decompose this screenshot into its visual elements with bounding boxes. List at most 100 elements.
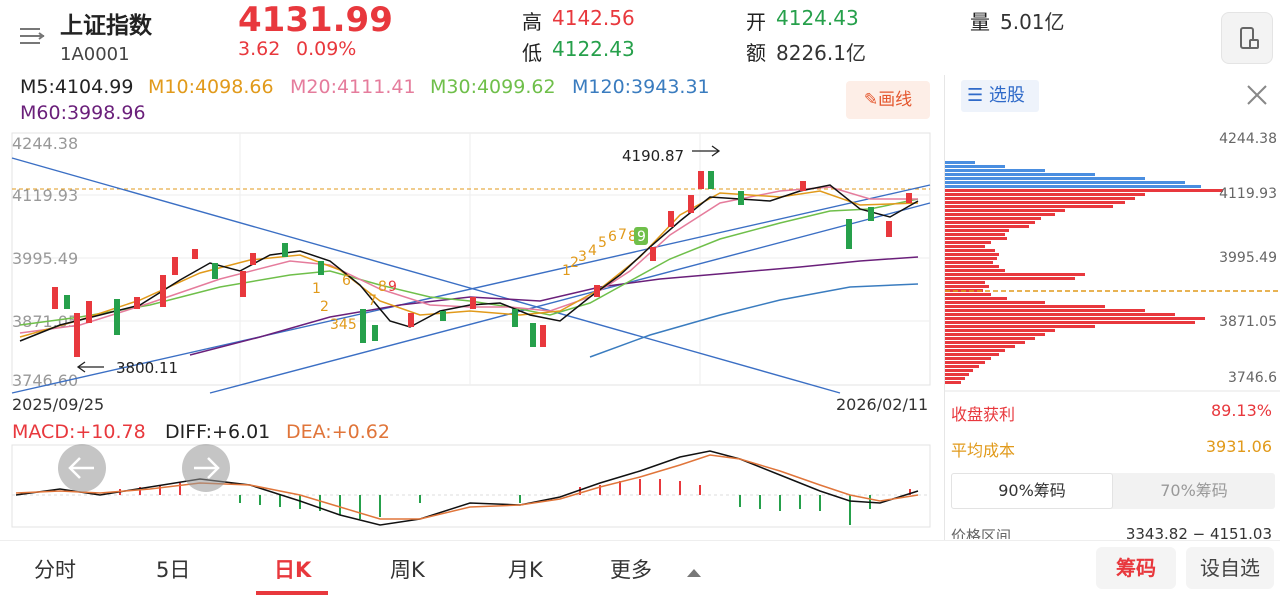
profit-value: 89.13% bbox=[1210, 401, 1272, 420]
x-axis-end: 2026/02/11 bbox=[836, 395, 928, 414]
tab-daily-k[interactable]: 日K bbox=[274, 558, 312, 582]
active-tab-indicator bbox=[256, 591, 328, 595]
td-number: 4 bbox=[588, 243, 597, 259]
tab-90-chips[interactable]: 90%筹码 bbox=[951, 473, 1113, 509]
tab-70-chips[interactable]: 70%筹码 bbox=[1160, 481, 1228, 500]
candle-down bbox=[708, 171, 714, 189]
price-range-value: 3343.82 − 4151.03 bbox=[1125, 525, 1272, 539]
price-range-label: 价格区间 bbox=[951, 527, 1012, 539]
candle-up bbox=[250, 253, 256, 265]
index-name: 上证指数 bbox=[60, 13, 152, 39]
kline-chart-area[interactable]: M5:4104.99 M10:4098.66 M20:4111.41 M30:4… bbox=[0, 75, 944, 540]
pencil-icon: ✎ bbox=[863, 90, 879, 110]
index-code: 1A0001 bbox=[60, 44, 130, 65]
candle-down bbox=[114, 299, 120, 335]
diff-legend: DIFF:+6.01 bbox=[165, 421, 271, 443]
candle-down bbox=[360, 309, 366, 343]
select-stock-button[interactable]: ☰ 选股 bbox=[961, 80, 1039, 112]
scroll-left-button[interactable] bbox=[58, 444, 106, 492]
macd-histogram bbox=[119, 479, 911, 525]
high-label: 高 bbox=[522, 10, 542, 34]
td-number: 6 bbox=[342, 273, 351, 289]
high-mark-label: 4190.87 bbox=[622, 147, 684, 165]
candle-down bbox=[738, 191, 744, 205]
draw-line-button[interactable]: ✎画线 bbox=[846, 81, 930, 119]
chip-histogram: 4244.38 4119.93 3995.49 3871.05 3746.6 bbox=[945, 131, 1280, 392]
kline-svg[interactable]: 4244.38 4119.93 3995.49 3871.05 3746.60 bbox=[0, 75, 944, 540]
ma60-line bbox=[189, 256, 919, 356]
amount-label: 额 bbox=[746, 41, 766, 65]
scroll-right-button[interactable] bbox=[182, 444, 230, 492]
candlesticks[interactable] bbox=[52, 171, 912, 357]
td-number: 1 bbox=[562, 263, 571, 279]
candle-up bbox=[172, 257, 178, 275]
add-watchlist-button[interactable]: 设自选 bbox=[1186, 547, 1274, 589]
td-number: 8 bbox=[628, 229, 637, 245]
price-change: 3.62 bbox=[238, 38, 281, 60]
td-number: 8 bbox=[378, 279, 387, 295]
candle-up bbox=[668, 211, 674, 227]
tab-weekly-k[interactable]: 周K bbox=[390, 558, 425, 582]
y-axis-label: 4244.38 bbox=[12, 134, 78, 153]
ma5-line bbox=[19, 184, 919, 342]
candle-down bbox=[64, 295, 70, 309]
candle-up bbox=[134, 297, 140, 309]
td-nine-badge bbox=[634, 227, 648, 245]
chip-price-label: 4119.93 bbox=[1219, 186, 1277, 202]
chip-price-label: 3746.6 bbox=[1228, 370, 1277, 386]
chips-button[interactable]: 筹码 bbox=[1096, 547, 1176, 589]
candle-up bbox=[240, 271, 246, 297]
chip-bars-blue bbox=[945, 161, 1201, 188]
low-label: 低 bbox=[522, 41, 542, 65]
volume-value: 5.01亿 bbox=[1000, 10, 1065, 34]
draw-line-label: 画线 bbox=[878, 90, 913, 110]
candle-up bbox=[698, 171, 704, 189]
trend-line-down[interactable] bbox=[11, 157, 841, 394]
td-number: 9 bbox=[637, 229, 646, 245]
tab-more[interactable]: 更多 bbox=[610, 558, 652, 582]
candle-down bbox=[212, 263, 218, 279]
chip-price-label: 3995.49 bbox=[1219, 250, 1277, 266]
chip-tabs: 90%筹码 70%筹码 bbox=[951, 473, 1275, 509]
candle-up bbox=[594, 285, 600, 297]
tab-monthly-k[interactable]: 月K bbox=[508, 558, 543, 582]
profit-label: 收盘获利 bbox=[951, 405, 1016, 424]
candle-down bbox=[512, 309, 518, 327]
arrow-right-icon bbox=[692, 145, 721, 157]
amount-value: 8226.1亿 bbox=[776, 41, 866, 65]
candle-down bbox=[530, 323, 536, 347]
quote-header: 上证指数 1A0001 4131.99 3.62 0.09% 高 4142.56… bbox=[0, 0, 1280, 75]
open-label: 开 bbox=[746, 10, 766, 34]
macd-frame bbox=[11, 444, 931, 528]
trend-line-up-b[interactable] bbox=[209, 202, 931, 394]
candle-up bbox=[470, 297, 476, 309]
candle-down bbox=[318, 261, 324, 275]
td-number: 5 bbox=[598, 235, 607, 251]
menu-icon[interactable] bbox=[18, 24, 46, 48]
candle-down bbox=[846, 219, 852, 249]
td-number: 345 bbox=[330, 317, 357, 333]
diff-line bbox=[15, 450, 919, 526]
select-stock-label: 选股 bbox=[988, 85, 1025, 106]
candle-up bbox=[160, 275, 166, 307]
ma60-legend: M60:3998.96 bbox=[20, 102, 146, 124]
caret-up-icon[interactable] bbox=[686, 563, 702, 582]
close-icon[interactable] bbox=[1245, 83, 1269, 107]
candle-up bbox=[192, 249, 198, 259]
candle-down bbox=[282, 243, 288, 257]
candle-down bbox=[868, 207, 874, 221]
td-number: 7 bbox=[618, 227, 627, 243]
y-axis-label: 3746.60 bbox=[12, 371, 78, 390]
rotate-phone-icon bbox=[1240, 27, 1259, 49]
dea-legend: DEA:+0.62 bbox=[286, 421, 390, 443]
tab-5day[interactable]: 5日 bbox=[156, 558, 191, 582]
avg-cost-value: 3931.06 bbox=[1205, 437, 1272, 456]
trend-line-up-a[interactable] bbox=[11, 184, 931, 394]
candle-up bbox=[800, 181, 806, 191]
landscape-toggle-button[interactable] bbox=[1221, 12, 1273, 64]
tab-intraday[interactable]: 分时 bbox=[34, 558, 76, 582]
low-mark-label: 3800.11 bbox=[116, 359, 178, 377]
candle-up bbox=[74, 313, 80, 357]
td-number: 7 bbox=[368, 293, 377, 309]
low-value: 4122.43 bbox=[552, 37, 635, 61]
